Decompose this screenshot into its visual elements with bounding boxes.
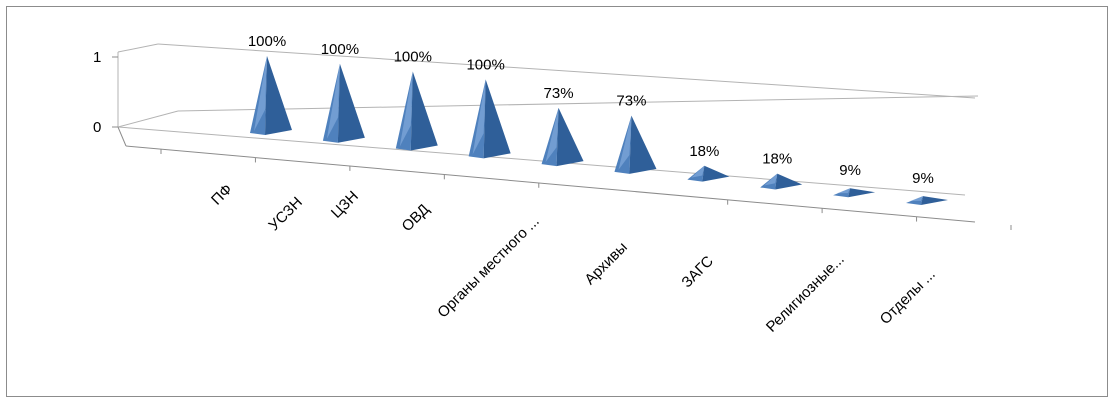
gridline-back-1: [157, 43, 976, 99]
y-tick-label: 1: [93, 49, 101, 66]
x-tick-label: УСЗН: [265, 194, 305, 234]
bar-highlight: [618, 115, 632, 170]
bar-pyramid: [906, 196, 948, 205]
gridline-left-top: [117, 43, 159, 53]
x-tick-label: ПФ: [208, 181, 236, 209]
bar-pyramid: [468, 79, 511, 159]
bar-highlight: [764, 173, 778, 186]
x-tick-label: Отделы ...: [877, 266, 939, 328]
bar-face-right: [337, 63, 365, 143]
bar-face-left: [468, 79, 486, 159]
bar-face-left: [541, 107, 559, 167]
bar-highlight: [545, 107, 559, 163]
bar-highlight: [691, 165, 705, 178]
data-label: 100%: [394, 49, 432, 66]
bar-highlight: [326, 63, 340, 139]
data-label: 100%: [321, 41, 359, 58]
bar-pyramid: [250, 56, 292, 135]
gridline-back-0: [177, 95, 979, 112]
data-label: 100%: [248, 33, 286, 50]
bar-highlight: [254, 56, 267, 131]
x-tick-label: Религиозные...: [763, 251, 848, 336]
x-tick-label: Архивы: [581, 239, 630, 288]
data-label: 9%: [839, 162, 861, 179]
floor-left-edge: [117, 126, 127, 147]
bar-face-right: [629, 115, 657, 174]
x-tick-label: ЦЗН: [328, 188, 362, 222]
data-label: 100%: [466, 56, 504, 73]
bar-face-left: [250, 56, 267, 135]
data-label: 18%: [762, 151, 792, 168]
gridline-left-floor: [117, 110, 179, 128]
x-tick-label: ОВД: [399, 201, 433, 235]
bar-face-right: [921, 196, 948, 205]
data-label: 18%: [689, 143, 719, 160]
bar-face-right: [848, 188, 876, 198]
y-tick-label: 0: [93, 119, 101, 136]
bar-pyramid: [395, 71, 438, 151]
bar-pyramid: [541, 107, 584, 167]
bar-face-left: [395, 71, 413, 151]
bar-face-left: [614, 115, 632, 174]
bar-highlight: [399, 71, 413, 147]
x-axis-line: [125, 145, 976, 223]
bar-highlight: [910, 196, 923, 201]
bar-face-right: [775, 173, 803, 190]
x-tick-label: Органы местного ...: [434, 213, 543, 322]
bar-pyramid: [833, 188, 876, 198]
bar-pyramid: [760, 173, 803, 190]
floor-back-edge: [117, 126, 966, 196]
data-label: 73%: [544, 85, 574, 102]
bar-face-right: [556, 107, 584, 167]
bar-highlight: [472, 79, 486, 155]
bar-face-right: [265, 56, 292, 135]
bar-face-right: [702, 165, 730, 182]
data-label: 9%: [912, 170, 934, 187]
data-label: 73%: [616, 93, 646, 110]
bar-pyramid: [322, 63, 365, 143]
bar-pyramid: [687, 165, 730, 182]
bar-face-left: [322, 63, 340, 143]
bar-pyramid: [614, 115, 657, 174]
x-tick-label: ЗАГС: [678, 253, 717, 292]
bar-face-right: [410, 71, 438, 151]
bar-face-right: [483, 79, 511, 159]
bar-highlight: [837, 188, 851, 194]
